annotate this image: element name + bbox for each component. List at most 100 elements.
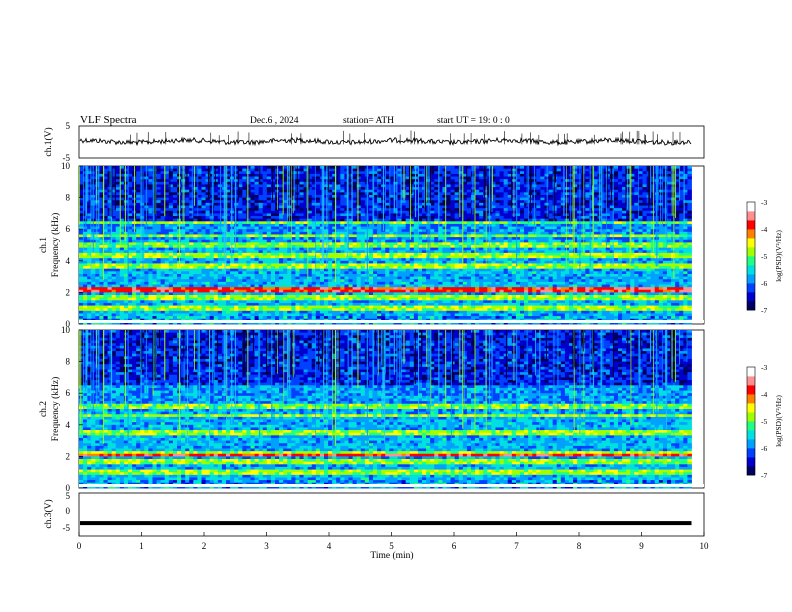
ch1-spectrogram-cell bbox=[283, 231, 288, 235]
ch1-spectrogram-cell bbox=[172, 184, 178, 188]
ch1-spectrogram-cell bbox=[156, 295, 162, 299]
ch1-spectrogram-cell bbox=[303, 239, 309, 243]
ch1-spectrogram-cell bbox=[181, 252, 186, 256]
ch1-spectrogram-cell bbox=[144, 258, 149, 262]
ch1-spectrogram-cell bbox=[172, 289, 178, 293]
ch1-spectrogram-cell bbox=[123, 218, 129, 222]
ch1-spectrogram-cell bbox=[373, 271, 378, 275]
ch1-spectrogram-cell bbox=[344, 316, 349, 320]
ch1-spectrogram-cell bbox=[99, 263, 104, 267]
ch1-spectrogram-cell bbox=[132, 252, 137, 256]
ch1-spectrogram-cell bbox=[279, 179, 284, 183]
ch1-spectrogram-cell bbox=[324, 295, 329, 299]
ch1-spectrogram-cell bbox=[123, 202, 129, 206]
ch1-spectrogram-cell bbox=[197, 302, 202, 306]
ch1-spectrogram-cell bbox=[107, 260, 113, 264]
ch1-spectrogram-cell bbox=[303, 213, 309, 217]
ch1-spectrogram-cell bbox=[409, 221, 415, 225]
ch1-spectrogram-cell bbox=[103, 268, 108, 272]
ch1-spectrogram-cell bbox=[275, 192, 280, 196]
ch1-spectrogram-cell bbox=[389, 205, 394, 209]
ch1-spectrogram-cell bbox=[168, 252, 174, 256]
ch1-spectrogram-cell bbox=[356, 247, 362, 251]
ch1-spectrogram-cell bbox=[238, 247, 243, 251]
ch1-spectrogram-cell bbox=[266, 276, 272, 280]
ch1-spectrogram-cell bbox=[303, 179, 309, 183]
ch1-spectrogram-cell bbox=[99, 287, 104, 291]
ch1-spectrogram-cell bbox=[254, 229, 260, 233]
header-date: Dec.6 , 2024 bbox=[250, 116, 299, 126]
ch1-spectrogram-cell bbox=[250, 289, 255, 293]
ch1-spectrogram-cell bbox=[119, 181, 125, 185]
ch1-spectrogram-cell bbox=[373, 223, 378, 227]
ch1-spectrogram-cell bbox=[324, 245, 329, 249]
ch1-spectrogram-cell bbox=[87, 192, 92, 196]
ch1-spectrogram-cell bbox=[156, 273, 162, 277]
ch1-spectrogram-cell bbox=[344, 255, 349, 259]
ch1-spectrogram-cell bbox=[148, 189, 153, 193]
ch1-spectrogram-cell bbox=[299, 213, 304, 217]
ch1-spectrogram-cell bbox=[95, 263, 100, 267]
ch1-spectrogram-cell bbox=[275, 247, 280, 251]
ch1-spectrogram-cell bbox=[307, 184, 313, 188]
ch1-spectrogram-cell bbox=[381, 313, 386, 317]
ch1-spectrogram-cell bbox=[303, 229, 309, 233]
ch1-spectrogram-cell bbox=[393, 281, 398, 285]
ch1-spectrogram-cell bbox=[95, 305, 100, 309]
ch1-spectrogram-cell bbox=[189, 181, 194, 185]
ch1-spectrogram-cell bbox=[115, 302, 121, 306]
ch1-spectrogram-cell bbox=[148, 176, 153, 180]
ch1-spectrogram-cell bbox=[373, 260, 378, 264]
ch1-spectrogram-cell bbox=[344, 216, 349, 220]
ch1-spectrogram-cell bbox=[103, 194, 108, 198]
ch1-spectrogram-cell bbox=[103, 208, 108, 212]
ch1-spectrogram-cell bbox=[164, 258, 170, 262]
ch1-spectrogram-cell bbox=[164, 208, 170, 212]
ch1-spectrogram-cell bbox=[115, 310, 121, 314]
ch1-spectrogram-cell bbox=[368, 173, 374, 177]
ch1-spectrogram-cell bbox=[324, 176, 329, 180]
ch1-spectrogram-cell bbox=[266, 263, 272, 267]
ch1-spectrogram-cell bbox=[258, 197, 264, 201]
ch1-spectrogram-cell bbox=[409, 266, 415, 270]
ch1-spectrogram-cell bbox=[172, 194, 178, 198]
ch1-spectrogram-cell bbox=[83, 252, 88, 256]
ch1-spectrogram-cell bbox=[328, 316, 333, 320]
ch1-spectrogram-cell bbox=[213, 213, 219, 217]
ch1-spectrogram-cell bbox=[377, 297, 382, 301]
ch1-spectrogram-cell bbox=[99, 247, 104, 251]
ch1-spectrogram-cell bbox=[344, 210, 349, 214]
ch1-spectrogram-cell bbox=[136, 176, 141, 180]
ch1-spectrogram-cell bbox=[148, 287, 153, 291]
ch1-spectrogram-cell bbox=[324, 258, 329, 262]
ch1-spectrogram-cell bbox=[160, 287, 166, 291]
ch1-spectrogram-cell bbox=[258, 255, 264, 259]
ch1-spectrogram-cell bbox=[266, 187, 272, 191]
ch1-spectrogram-cell bbox=[295, 287, 300, 291]
ch1-spectrogram-cell bbox=[315, 276, 321, 280]
ch1-spectrogram-cell bbox=[87, 176, 92, 180]
ch1-spectrogram-cell bbox=[111, 176, 117, 180]
ch1-spectrogram-cell bbox=[201, 297, 206, 301]
ch1-spectrogram-cell bbox=[91, 255, 96, 259]
ch1-spectrogram-cell bbox=[283, 271, 288, 275]
ch1-spectrogram-cell bbox=[136, 179, 141, 183]
ch1-spectrogram-cell bbox=[250, 231, 255, 235]
ch1-spectrogram-cell bbox=[287, 266, 292, 270]
ch1-spectrogram-cell bbox=[315, 242, 321, 246]
ch1-spectrogram-cell bbox=[217, 242, 223, 246]
ch1-spectrogram-cell bbox=[213, 231, 219, 235]
ch1-spectrogram-cell bbox=[209, 255, 215, 259]
ch1-spectrogram-cell bbox=[368, 213, 374, 217]
ch1-spectrogram-cell bbox=[201, 252, 206, 256]
ch1-spectrogram-cell bbox=[168, 295, 174, 299]
ch1-spectrogram-cell bbox=[152, 308, 157, 312]
ch1-spectrogram-cell bbox=[336, 302, 341, 306]
ch1-spectrogram-cell bbox=[103, 223, 108, 227]
ch1-spectrogram-cell bbox=[148, 239, 153, 243]
ch1-spectrogram-cell bbox=[275, 187, 280, 191]
ch1-spectrogram-cell bbox=[389, 221, 394, 225]
ch1-spectrogram-cell bbox=[397, 276, 402, 280]
ch1-spectrogram-cell bbox=[144, 229, 149, 233]
ch1-spectrogram-cell bbox=[324, 168, 329, 172]
